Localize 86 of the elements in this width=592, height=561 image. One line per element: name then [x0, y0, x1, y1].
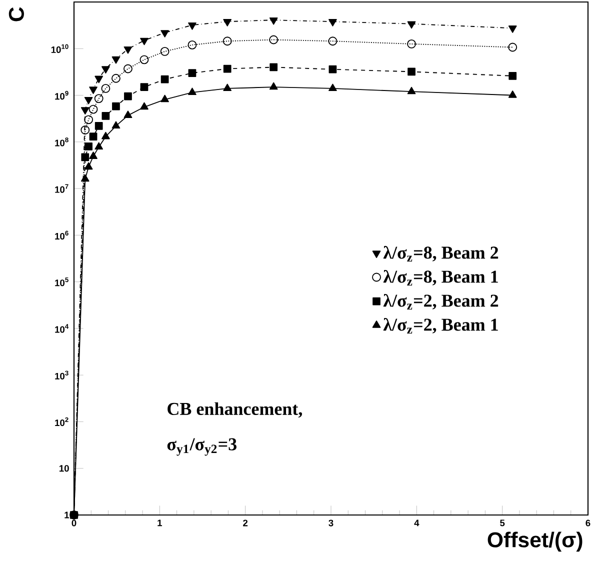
point [84, 162, 93, 170]
point [508, 72, 517, 80]
point [124, 46, 132, 54]
point [102, 112, 110, 120]
point [102, 66, 110, 74]
point [408, 68, 416, 76]
legend-label: λ/σ$_{z}$=8, Beam 1 [383, 270, 498, 286]
y-tick-label: 10$^{4}$ [55, 324, 69, 333]
point [223, 18, 232, 26]
point [94, 94, 104, 104]
point [160, 94, 169, 102]
point [160, 75, 169, 84]
point [88, 104, 98, 114]
y-tick-label: 10$^{8}$ [55, 138, 68, 146]
y-tick-label: 10$^{7}$ [55, 184, 68, 193]
point [112, 74, 120, 83]
x-tick-label: 6 [586, 520, 590, 526]
point [407, 39, 416, 48]
x-tick-label: 0 [72, 520, 76, 526]
point [140, 55, 149, 64]
y-tick-label: 10$^{5}$ [55, 277, 68, 286]
annotation: σ$_{y1}$/σ$_{y2}$=3 [167, 438, 236, 456]
point [188, 69, 196, 77]
point [89, 86, 98, 94]
point [112, 56, 120, 64]
y-tick-label: 10$^{6}$ [55, 230, 68, 240]
point [81, 153, 90, 162]
point [124, 92, 132, 100]
legend-label: λ/σ$_{z}$=8, Beam 2 [383, 246, 498, 262]
point [112, 102, 120, 110]
point [328, 84, 337, 92]
point [140, 38, 148, 46]
legend-label: λ/σ$_{z}$=2, Beam 2 [383, 294, 498, 310]
point [80, 126, 90, 134]
point [328, 18, 337, 26]
point [89, 132, 98, 141]
point [160, 30, 169, 38]
point [407, 21, 416, 29]
x-tick-label: 3 [328, 520, 334, 526]
point [89, 152, 98, 159]
point [84, 142, 93, 150]
point [124, 64, 132, 74]
x-tick-label: 2 [243, 520, 248, 526]
point [94, 142, 104, 150]
y-tick-label: 10 [59, 465, 69, 472]
y-tick-label: 10$^{10}$ [51, 44, 68, 54]
point [84, 96, 93, 104]
point [124, 110, 132, 118]
x-axis-title: Offset/(σ) [488, 532, 582, 552]
point [188, 40, 197, 50]
point [269, 17, 278, 25]
y-tick-label: 10$^{3}$ [55, 370, 68, 380]
point [188, 88, 196, 96]
point [160, 46, 170, 56]
point [270, 63, 278, 72]
point [222, 36, 232, 46]
y-axis-title: C [8, 7, 24, 22]
y-tick-label: 10$^{2}$ [55, 417, 68, 426]
y-tick-label: 1 [64, 512, 70, 518]
point [328, 65, 337, 74]
point [94, 76, 104, 84]
point [140, 102, 148, 110]
point [84, 115, 94, 124]
point [508, 90, 517, 98]
point [269, 35, 278, 44]
y-tick-label: 10$^{9}$ [55, 90, 68, 100]
point [508, 26, 517, 33]
point [223, 64, 232, 73]
point [80, 107, 90, 114]
point [508, 42, 518, 52]
x-tick-label: 1 [158, 520, 162, 526]
point [94, 122, 103, 130]
point [188, 22, 196, 30]
point [407, 86, 416, 94]
point [269, 82, 278, 90]
x-tick-label: 5 [500, 520, 505, 526]
point [140, 83, 148, 91]
legend-label: λ/σ$_{z}$=2, Beam 1 [383, 318, 498, 334]
point [328, 36, 338, 46]
point [102, 132, 110, 140]
point [101, 84, 110, 93]
x-tick-label: 4 [414, 520, 420, 526]
point [223, 84, 232, 92]
annotation: CB enhancement, [168, 402, 302, 418]
point [112, 121, 120, 129]
point [80, 174, 90, 182]
